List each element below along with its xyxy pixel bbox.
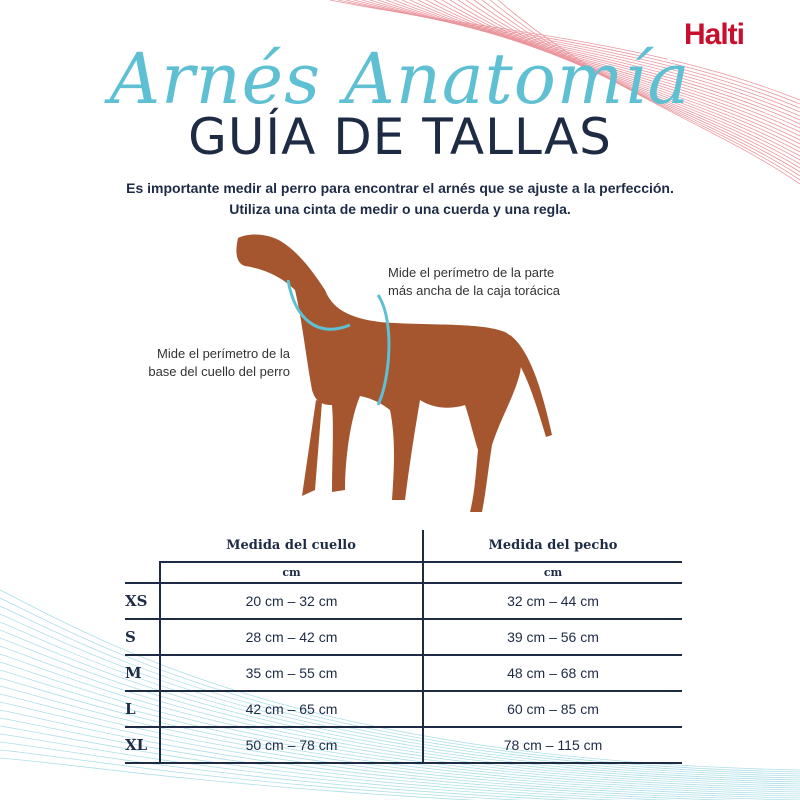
table-row: XS 20 cm – 32 cm 32 cm – 44 cm	[125, 583, 682, 620]
table-row: XL 50 cm – 78 cm 78 cm – 115 cm	[125, 727, 682, 764]
chest-range: 32 cm – 44 cm	[422, 583, 682, 620]
neck-note-line-1: Mide el perímetro de la	[157, 346, 290, 361]
neck-unit: cm	[160, 562, 423, 584]
chest-measure-note: Mide el perímetro de la parte más ancha …	[388, 264, 560, 300]
chest-header: Medida del pecho	[422, 530, 682, 563]
table-row: L 42 cm – 65 cm 60 cm – 85 cm	[125, 691, 682, 728]
chest-range: 48 cm – 68 cm	[422, 655, 682, 692]
neck-range: 28 cm – 42 cm	[160, 619, 423, 656]
chest-note-line-1: Mide el perímetro de la parte	[388, 265, 555, 280]
chest-range: 78 cm – 115 cm	[422, 727, 682, 764]
page-title: GUÍA DE TALLAS	[188, 108, 612, 166]
size-table: Medida del cuello Medida del pecho cm cm…	[125, 530, 682, 764]
table-row: S 28 cm – 42 cm 39 cm – 56 cm	[125, 619, 682, 656]
chest-range: 39 cm – 56 cm	[422, 619, 682, 656]
halti-logo: Halti	[668, 10, 760, 60]
neck-range: 50 cm – 78 cm	[160, 727, 423, 764]
neck-measure-arrow	[286, 279, 351, 331]
table-header-row: Medida del cuello Medida del pecho	[125, 530, 682, 563]
intro-line-2: Utiliza una cinta de medir o una cuerda …	[229, 201, 571, 217]
intro-line-1: Es importante medir al perro para encont…	[126, 180, 674, 196]
size-label: L	[125, 691, 161, 728]
neck-note-line-2: base del cuello del perro	[148, 364, 290, 379]
size-label: XL	[125, 727, 161, 764]
table-row: M 35 cm – 55 cm 48 cm – 68 cm	[125, 655, 682, 692]
dog-illustration	[236, 234, 552, 512]
chest-unit: cm	[422, 562, 682, 584]
size-label: S	[125, 619, 161, 656]
neck-header: Medida del cuello	[160, 530, 423, 563]
table-unit-row: cm cm	[125, 562, 682, 584]
chest-measure-arrow	[376, 294, 391, 406]
size-label: XS	[125, 583, 161, 620]
neck-range: 42 cm – 65 cm	[160, 691, 423, 728]
neck-measure-note: Mide el perímetro de la base del cuello …	[120, 345, 290, 381]
neck-range: 35 cm – 55 cm	[160, 655, 423, 692]
chest-note-line-2: más ancha de la caja torácica	[388, 283, 560, 298]
product-script-title: Arnés Anatomía	[109, 38, 691, 120]
neck-range: 20 cm – 32 cm	[160, 583, 423, 620]
intro-text: Es importante medir al perro para encont…	[0, 178, 800, 220]
chest-range: 60 cm – 85 cm	[422, 691, 682, 728]
size-label: M	[125, 655, 161, 692]
